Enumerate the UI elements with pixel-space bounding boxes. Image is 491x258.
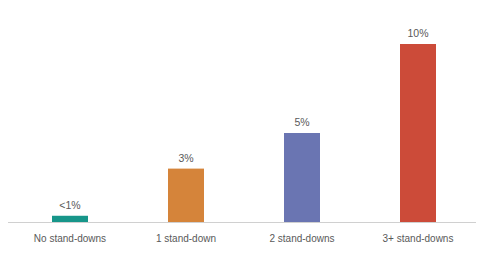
axis-line bbox=[8, 222, 476, 223]
bar bbox=[400, 44, 436, 222]
bars bbox=[52, 44, 436, 222]
data-label: <1% bbox=[59, 199, 80, 211]
chart: <1% No stand-downs 3% 1 stand-down 5% 2 stand… bbox=[0, 0, 491, 258]
category-label: 3+ stand-downs bbox=[383, 233, 454, 244]
bar bbox=[52, 216, 88, 222]
data-label: 5% bbox=[294, 116, 309, 128]
bar bbox=[168, 169, 204, 222]
category-label: 1 stand-down bbox=[156, 233, 216, 244]
category-label: No stand-downs bbox=[34, 233, 106, 244]
category-label: 2 stand-downs bbox=[269, 233, 334, 244]
bar bbox=[284, 133, 320, 222]
data-label: 3% bbox=[178, 152, 193, 164]
data-label: 10% bbox=[407, 27, 428, 39]
chart-container: <1% No stand-downs 3% 1 stand-down 5% 2 stand… bbox=[0, 0, 491, 258]
